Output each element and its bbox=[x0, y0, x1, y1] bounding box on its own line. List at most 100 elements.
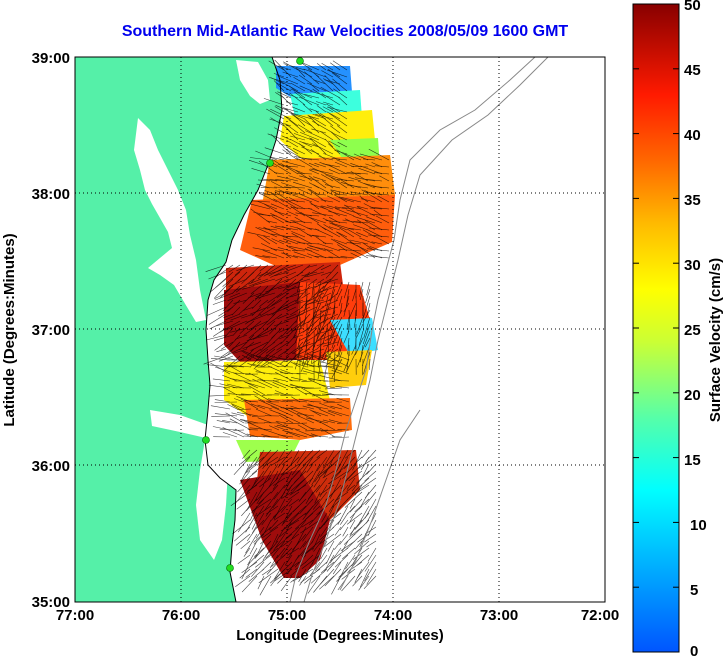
current-vector bbox=[281, 320, 297, 338]
current-vector bbox=[332, 132, 348, 141]
current-vector bbox=[301, 554, 321, 569]
current-vector bbox=[326, 205, 341, 210]
current-vector bbox=[327, 540, 335, 552]
current-vector bbox=[277, 175, 299, 182]
current-vector bbox=[254, 540, 272, 559]
y-tick-label: 38:00 bbox=[32, 186, 70, 203]
current-vector bbox=[320, 526, 328, 537]
current-vector bbox=[227, 299, 241, 313]
current-vector bbox=[366, 568, 377, 585]
current-vector bbox=[365, 163, 376, 168]
current-vector bbox=[212, 378, 231, 382]
current-vector bbox=[297, 415, 315, 424]
current-vector bbox=[291, 114, 313, 127]
current-vector bbox=[248, 568, 265, 582]
current-vector bbox=[314, 491, 321, 504]
colorbar-tick-label: 30 bbox=[684, 257, 701, 274]
current-vector bbox=[282, 512, 293, 525]
current-vector bbox=[277, 75, 299, 85]
current-vector bbox=[287, 285, 304, 291]
current-vector bbox=[312, 288, 322, 304]
current-vector bbox=[283, 186, 306, 189]
current-vector bbox=[277, 285, 290, 290]
current-vector bbox=[279, 355, 290, 365]
current-vector bbox=[323, 400, 336, 403]
current-vector bbox=[285, 123, 299, 134]
current-vector bbox=[340, 302, 343, 314]
current-vector bbox=[330, 176, 348, 189]
current-vector bbox=[246, 484, 258, 492]
current-vector bbox=[306, 82, 327, 92]
current-vector bbox=[316, 456, 328, 472]
current-vector bbox=[242, 292, 255, 304]
current-vector bbox=[267, 292, 283, 304]
current-vector bbox=[251, 519, 258, 530]
current-vector bbox=[262, 526, 279, 539]
current-vector bbox=[249, 540, 258, 555]
current-vector bbox=[263, 456, 279, 467]
current-vector bbox=[306, 353, 322, 361]
current-vector bbox=[256, 491, 265, 505]
current-vector bbox=[308, 169, 320, 175]
current-vector bbox=[306, 404, 329, 410]
current-vector bbox=[281, 95, 292, 106]
current-vector bbox=[257, 575, 265, 590]
current-vector bbox=[336, 125, 348, 134]
current-vector bbox=[312, 143, 334, 155]
current-vector bbox=[355, 295, 357, 317]
current-vector bbox=[320, 86, 341, 99]
current-vector bbox=[249, 427, 273, 431]
current-vector bbox=[328, 470, 349, 485]
current-vector bbox=[270, 271, 283, 278]
current-vector bbox=[303, 368, 322, 375]
current-vector bbox=[336, 330, 343, 346]
current-vector bbox=[273, 80, 285, 92]
current-vector bbox=[352, 249, 369, 259]
current-vector bbox=[343, 295, 350, 317]
current-vector bbox=[251, 498, 265, 514]
current-vector bbox=[267, 306, 290, 316]
current-vector bbox=[357, 456, 377, 469]
current-vector bbox=[358, 575, 370, 591]
current-vector bbox=[300, 568, 321, 583]
current-vector bbox=[242, 354, 252, 361]
current-vector bbox=[324, 138, 334, 148]
current-vector bbox=[263, 203, 285, 217]
current-vector bbox=[320, 199, 334, 203]
current-vector bbox=[299, 132, 320, 141]
current-vector bbox=[296, 299, 311, 304]
current-vector bbox=[337, 178, 355, 182]
current-vector bbox=[340, 179, 355, 189]
current-vector bbox=[312, 120, 334, 134]
current-vector bbox=[354, 540, 370, 555]
current-vector bbox=[319, 112, 341, 127]
current-vector bbox=[330, 131, 341, 141]
current-vector bbox=[331, 575, 342, 595]
current-vector bbox=[228, 364, 252, 368]
current-vector bbox=[283, 107, 299, 113]
current-vector bbox=[266, 313, 283, 326]
current-vector bbox=[308, 162, 320, 168]
current-vector bbox=[346, 316, 350, 330]
current-vector bbox=[278, 80, 299, 92]
current-vector bbox=[261, 512, 272, 526]
current-vector bbox=[323, 309, 329, 323]
current-vector bbox=[323, 302, 329, 324]
current-vector bbox=[290, 484, 300, 494]
current-vector bbox=[268, 264, 290, 277]
current-vector bbox=[324, 248, 341, 259]
current-vector bbox=[264, 190, 278, 196]
current-vector bbox=[222, 420, 238, 424]
current-vector bbox=[216, 320, 234, 327]
current-vector bbox=[334, 380, 350, 382]
current-vector bbox=[338, 196, 362, 203]
current-vector bbox=[222, 427, 245, 438]
current-vector bbox=[225, 278, 234, 287]
current-vector bbox=[300, 358, 308, 372]
current-vector bbox=[248, 278, 269, 287]
current-vector bbox=[302, 405, 315, 410]
current-vector bbox=[303, 309, 308, 327]
current-vector bbox=[310, 149, 327, 161]
current-vector bbox=[229, 292, 241, 298]
current-vector bbox=[270, 248, 285, 252]
